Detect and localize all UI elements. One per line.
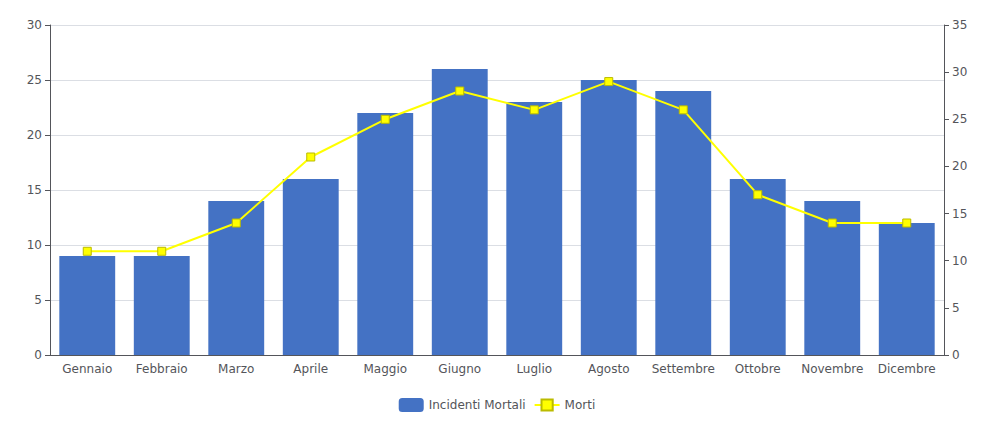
svg-text:Gennaio: Gennaio (62, 362, 112, 376)
svg-text:0: 0 (952, 348, 960, 362)
svg-text:Marzo: Marzo (218, 362, 254, 376)
svg-text:Ottobre: Ottobre (735, 362, 781, 376)
svg-text:Aprile: Aprile (293, 362, 328, 376)
svg-text:Novembre: Novembre (801, 362, 863, 376)
svg-text:30: 30 (27, 18, 42, 32)
svg-text:20: 20 (952, 159, 967, 173)
svg-text:Settembre: Settembre (652, 362, 715, 376)
svg-text:20: 20 (27, 128, 42, 142)
svg-text:10: 10 (27, 238, 42, 252)
svg-text:Incidenti Mortali: Incidenti Mortali (429, 398, 526, 412)
svg-text:Agosto: Agosto (588, 362, 629, 376)
svg-text:30: 30 (952, 65, 967, 79)
svg-text:Morti: Morti (565, 398, 596, 412)
svg-text:0: 0 (34, 348, 42, 362)
svg-text:Febbraio: Febbraio (136, 362, 188, 376)
svg-text:15: 15 (27, 183, 42, 197)
svg-text:25: 25 (27, 73, 42, 87)
svg-text:10: 10 (952, 254, 967, 268)
svg-text:Giugno: Giugno (438, 362, 481, 376)
svg-text:15: 15 (952, 207, 967, 221)
svg-text:5: 5 (952, 301, 960, 315)
svg-text:Luglio: Luglio (516, 362, 552, 376)
svg-text:Maggio: Maggio (363, 362, 407, 376)
svg-text:25: 25 (952, 112, 967, 126)
svg-text:5: 5 (34, 293, 42, 307)
svg-text:Dicembre: Dicembre (878, 362, 936, 376)
svg-text:35: 35 (952, 18, 967, 32)
